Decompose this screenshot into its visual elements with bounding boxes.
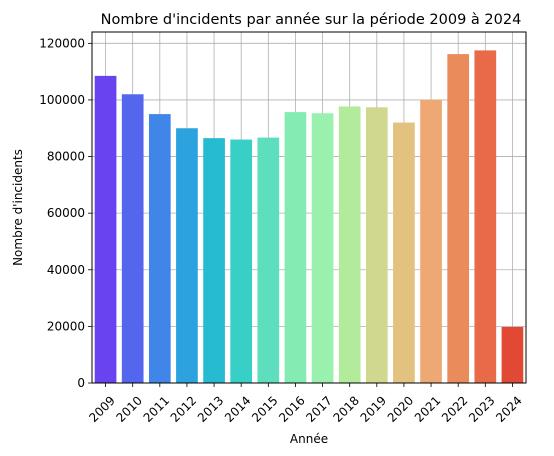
x-tick-label: 2009: [86, 393, 117, 424]
bar-2010: [121, 94, 144, 383]
bar-2013: [203, 138, 225, 383]
x-tick-label: 2022: [439, 393, 470, 424]
x-tick-label: 2014: [222, 393, 253, 424]
bar-2023: [474, 50, 497, 383]
chart-title: Nombre d'incidents par année sur la péri…: [101, 12, 522, 28]
bar-2018: [338, 106, 361, 383]
x-tick-label: 2010: [114, 393, 145, 424]
y-tick-label: 20000: [47, 319, 85, 333]
y-tick-label: 100000: [39, 93, 85, 107]
x-tick-label: 2021: [412, 393, 443, 424]
x-tick-label: 2013: [195, 393, 226, 424]
bar-2022: [447, 54, 470, 383]
plot-frame: [91, 31, 527, 384]
x-tick-label: 2023: [466, 393, 497, 424]
bar-2020: [393, 122, 415, 384]
y-tick-label: 40000: [47, 263, 85, 277]
x-tick-label: 2024: [493, 393, 524, 424]
y-tick-label: 80000: [47, 150, 85, 164]
x-tick-label: 2012: [168, 393, 199, 424]
bar-2019: [365, 107, 388, 383]
bars: [94, 50, 524, 384]
bar-2012: [176, 128, 198, 383]
x-tick-label: 2011: [141, 393, 172, 424]
x-tick-label: 2020: [385, 393, 416, 424]
x-tick-label: 2017: [303, 393, 334, 424]
y-tick-label: 0: [77, 376, 85, 390]
bar-2015: [257, 137, 280, 383]
bar-2021: [420, 99, 442, 384]
y-tick-label: 60000: [47, 206, 85, 220]
bar-2014: [230, 139, 253, 383]
y-axis-title: Nombre d'incidents: [11, 149, 25, 266]
bar-2009: [94, 75, 117, 383]
x-tick-label: 2019: [358, 393, 389, 424]
bar-2016: [284, 112, 307, 383]
bar-2011: [148, 114, 171, 383]
y-axis-ticks: 0 20000 40000 60000 80000 100000 120000: [39, 36, 92, 390]
x-tick-label: 2016: [276, 393, 307, 424]
x-tick-label: 2018: [331, 393, 362, 424]
x-axis-ticks: 2009201020112012201320142015201620172018…: [86, 383, 525, 425]
y-tick-label: 120000: [39, 36, 85, 50]
bar-2024: [501, 326, 524, 383]
x-tick-label: 2015: [249, 393, 280, 424]
bar-2017: [311, 113, 334, 384]
x-axis-title: Année: [290, 432, 328, 446]
